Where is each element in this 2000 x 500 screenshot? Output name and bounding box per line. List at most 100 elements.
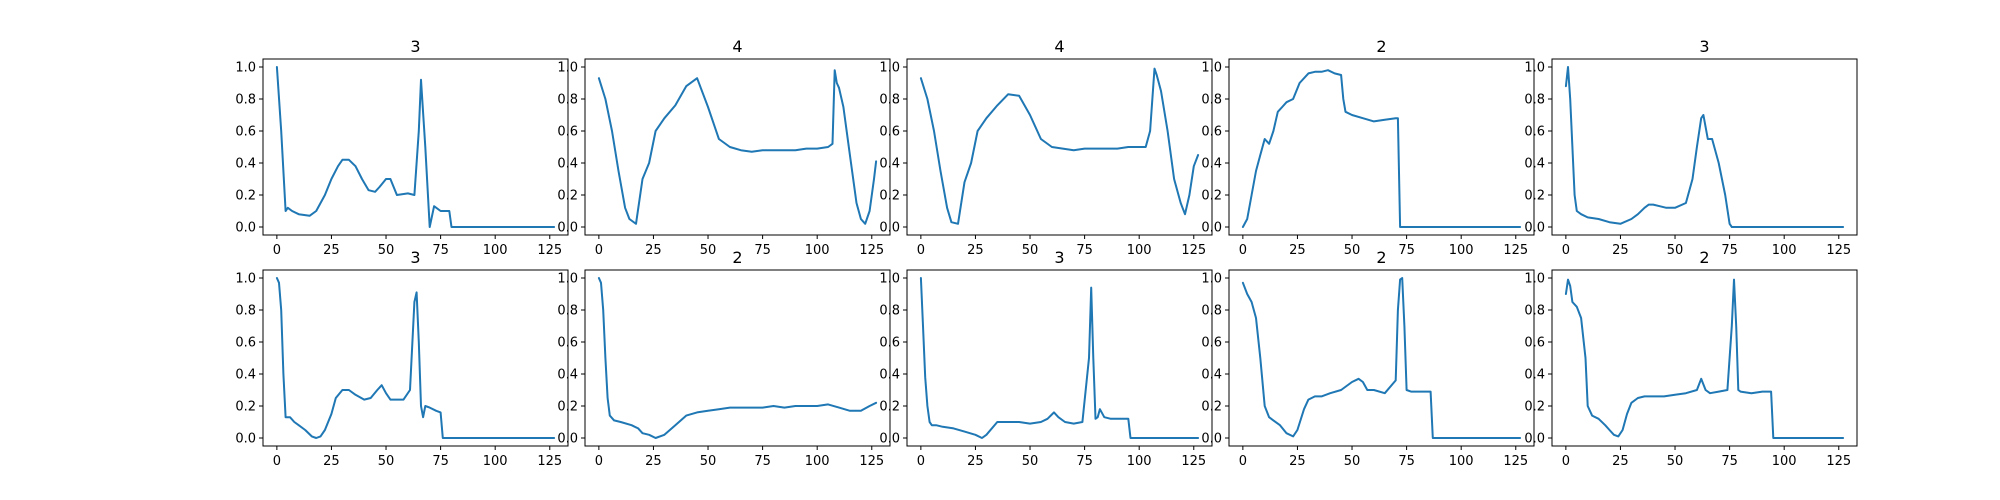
series-line bbox=[919, 67, 1200, 225]
axes-frame bbox=[584, 269, 891, 447]
chart-title: 3 bbox=[1699, 37, 1709, 56]
x-tick-label: 0 bbox=[1562, 243, 1570, 258]
y-tick-label: 0.2 bbox=[235, 189, 256, 204]
x-tick-label: 75 bbox=[1398, 243, 1415, 258]
y-tick-label: 0.6 bbox=[557, 125, 578, 140]
series-line bbox=[1241, 277, 1522, 439]
y-tick-label: 0.8 bbox=[1524, 93, 1545, 108]
y-tick-label: 1.0 bbox=[1201, 61, 1222, 76]
x-tick-label: 75 bbox=[432, 454, 449, 469]
x-tick-label: 75 bbox=[754, 243, 771, 258]
x-tick-label: 100 bbox=[1127, 454, 1152, 469]
chart-title: 4 bbox=[1054, 37, 1064, 56]
x-tick-label: 50 bbox=[700, 454, 717, 469]
y-tick-label: 0.2 bbox=[879, 189, 900, 204]
x-tick-label: 25 bbox=[967, 454, 984, 469]
y-tick-label: 0.6 bbox=[1201, 125, 1222, 140]
x-tick-label: 125 bbox=[859, 243, 884, 258]
y-tick-label: 0.4 bbox=[235, 368, 256, 383]
y-tick-label: 0.0 bbox=[235, 432, 256, 447]
series-line bbox=[1564, 66, 1845, 228]
y-tick-label: 0.8 bbox=[1201, 93, 1222, 108]
x-tick-label: 125 bbox=[537, 454, 562, 469]
x-tick-label: 125 bbox=[537, 243, 562, 258]
subplot-2: 4 0 25 50 75 100 125 0.0 0.2 0.4 0.6 0.8 1.0 bbox=[557, 37, 891, 258]
y-tick-label: 0.8 bbox=[879, 304, 900, 319]
series-line bbox=[1564, 278, 1845, 439]
chart-title: 4 bbox=[732, 37, 742, 56]
y-tick-label: 0.4 bbox=[1201, 157, 1222, 172]
series-line bbox=[275, 66, 556, 228]
chart-title: 3 bbox=[410, 37, 420, 56]
x-tick-label: 25 bbox=[1612, 454, 1629, 469]
x-tick-label: 100 bbox=[1449, 243, 1474, 258]
y-tick-label: 0.0 bbox=[1201, 221, 1222, 236]
subplot-5: 3 0 25 50 75 100 125 0.0 0.2 0.4 0.6 0.8 1.0 bbox=[1524, 37, 1858, 258]
y-tick-label: 1.0 bbox=[1201, 272, 1222, 287]
x-tick-label: 25 bbox=[645, 243, 662, 258]
x-tick-label: 50 bbox=[1344, 243, 1361, 258]
y-tick-label: 0.8 bbox=[557, 304, 578, 319]
axes-frame bbox=[262, 58, 569, 236]
y-tick-label: 0.8 bbox=[1201, 304, 1222, 319]
x-tick-label: 50 bbox=[1667, 243, 1684, 258]
y-tick-label: 0.2 bbox=[557, 189, 578, 204]
y-tick-label: 1.0 bbox=[1524, 61, 1545, 76]
x-tick-label: 100 bbox=[1772, 243, 1797, 258]
x-tick-label: 25 bbox=[645, 454, 662, 469]
y-tick-label: 0.6 bbox=[557, 336, 578, 351]
subplot-3: 4 0 25 50 75 100 125 0.0 0.2 0.4 0.6 0.8 1.0 bbox=[879, 37, 1213, 258]
x-tick-label: 25 bbox=[323, 243, 340, 258]
y-tick-label: 0.8 bbox=[879, 93, 900, 108]
x-tick-label: 125 bbox=[1826, 243, 1851, 258]
y-tick-label: 0.0 bbox=[879, 221, 900, 236]
y-tick-label: 1.0 bbox=[879, 272, 900, 287]
subplot-9: 2 0 25 50 75 100 125 0.0 0.2 0.4 0.6 0.8 1.0 bbox=[1201, 248, 1535, 469]
y-tick-label: 0.4 bbox=[879, 368, 900, 383]
y-tick-label: 0.0 bbox=[557, 432, 578, 447]
subplot-7: 2 0 25 50 75 100 125 0.0 0.2 0.4 0.6 0.8 1.0 bbox=[557, 248, 891, 469]
x-tick-label: 125 bbox=[1503, 454, 1528, 469]
y-tick-label: 0.6 bbox=[1201, 336, 1222, 351]
x-tick-label: 25 bbox=[1612, 243, 1629, 258]
x-tick-label: 100 bbox=[1127, 243, 1152, 258]
y-tick-label: 0.2 bbox=[1201, 400, 1222, 415]
series-line bbox=[597, 277, 878, 439]
y-tick-label: 0.6 bbox=[235, 336, 256, 351]
chart-title: 2 bbox=[1376, 37, 1386, 56]
x-tick-label: 100 bbox=[805, 243, 830, 258]
series-line bbox=[919, 277, 1200, 439]
y-tick-label: 0.4 bbox=[1201, 368, 1222, 383]
y-tick-label: 1.0 bbox=[1524, 272, 1545, 287]
chart-title: 2 bbox=[732, 248, 742, 267]
series-line bbox=[1241, 69, 1522, 228]
x-tick-label: 75 bbox=[1721, 454, 1738, 469]
x-tick-label: 0 bbox=[273, 454, 281, 469]
x-tick-label: 100 bbox=[483, 454, 508, 469]
x-tick-label: 125 bbox=[1826, 454, 1851, 469]
x-tick-label: 50 bbox=[378, 454, 395, 469]
y-tick-label: 0.6 bbox=[1524, 336, 1545, 351]
y-tick-label: 0.4 bbox=[879, 157, 900, 172]
y-tick-label: 0.2 bbox=[1201, 189, 1222, 204]
x-tick-label: 0 bbox=[1239, 454, 1247, 469]
y-tick-label: 1.0 bbox=[557, 61, 578, 76]
x-tick-label: 75 bbox=[1721, 243, 1738, 258]
x-tick-label: 50 bbox=[1022, 454, 1039, 469]
x-tick-label: 50 bbox=[1667, 454, 1684, 469]
x-tick-label: 0 bbox=[595, 243, 603, 258]
y-tick-label: 0.8 bbox=[1524, 304, 1545, 319]
subplot-6: 3 0 25 50 75 100 125 0.0 0.2 0.4 0.6 0.8 1.0 bbox=[235, 248, 569, 469]
y-tick-label: 0.8 bbox=[235, 304, 256, 319]
y-tick-label: 0.0 bbox=[235, 221, 256, 236]
x-tick-label: 50 bbox=[700, 243, 717, 258]
axes-frame bbox=[1551, 269, 1858, 447]
subplot-1: 3 0 25 50 75 100 125 0.0 0.2 0.4 0.6 0.8 1.0 bbox=[235, 37, 569, 258]
x-tick-label: 0 bbox=[917, 454, 925, 469]
subplot-10: 2 0 25 50 75 100 125 0.0 0.2 0.4 0.6 0.8 1.0 bbox=[1524, 248, 1858, 469]
axes-frame bbox=[1228, 269, 1535, 447]
axes-frame bbox=[1228, 58, 1535, 236]
y-tick-label: 0.2 bbox=[235, 400, 256, 415]
subplot-4: 2 0 25 50 75 100 125 0.0 0.2 0.4 0.6 0.8 1.0 bbox=[1201, 37, 1535, 258]
